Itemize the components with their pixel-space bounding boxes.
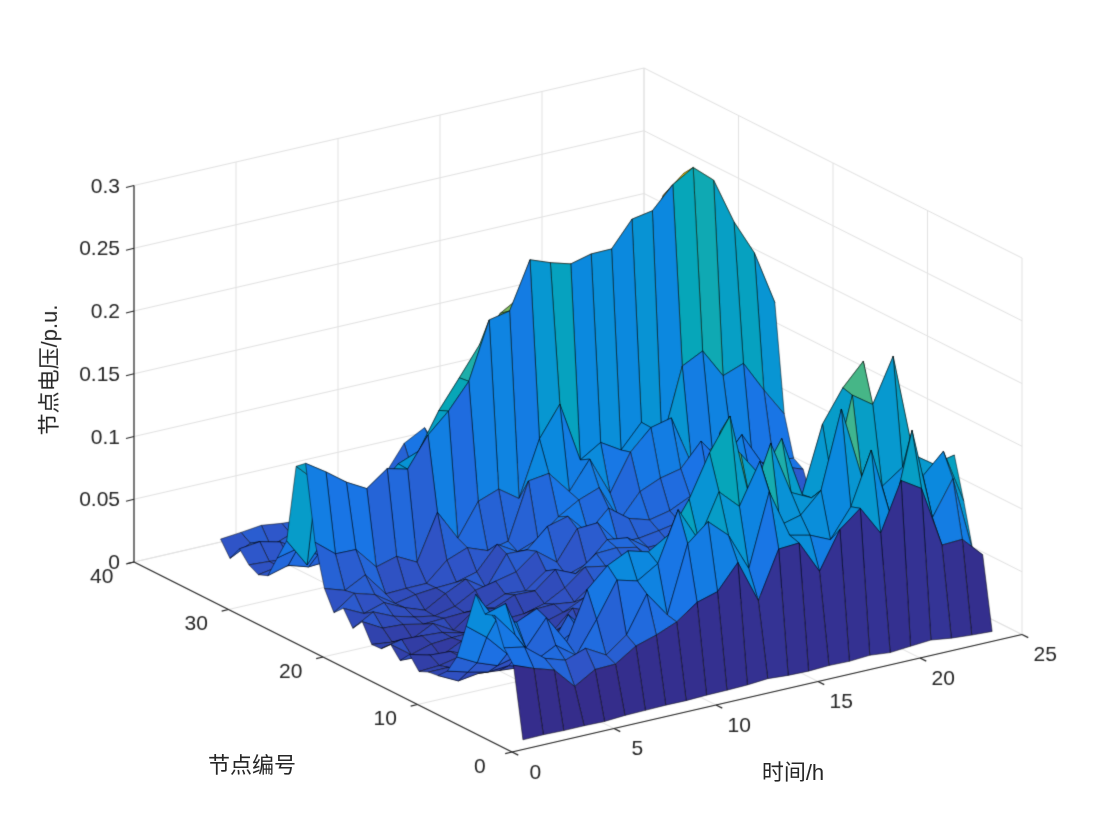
x-axis-label: 时间/h (761, 760, 825, 785)
z-axis-label: 节点电压/p.u. (36, 304, 62, 436)
y-axis-label: 节点编号 (207, 753, 296, 778)
